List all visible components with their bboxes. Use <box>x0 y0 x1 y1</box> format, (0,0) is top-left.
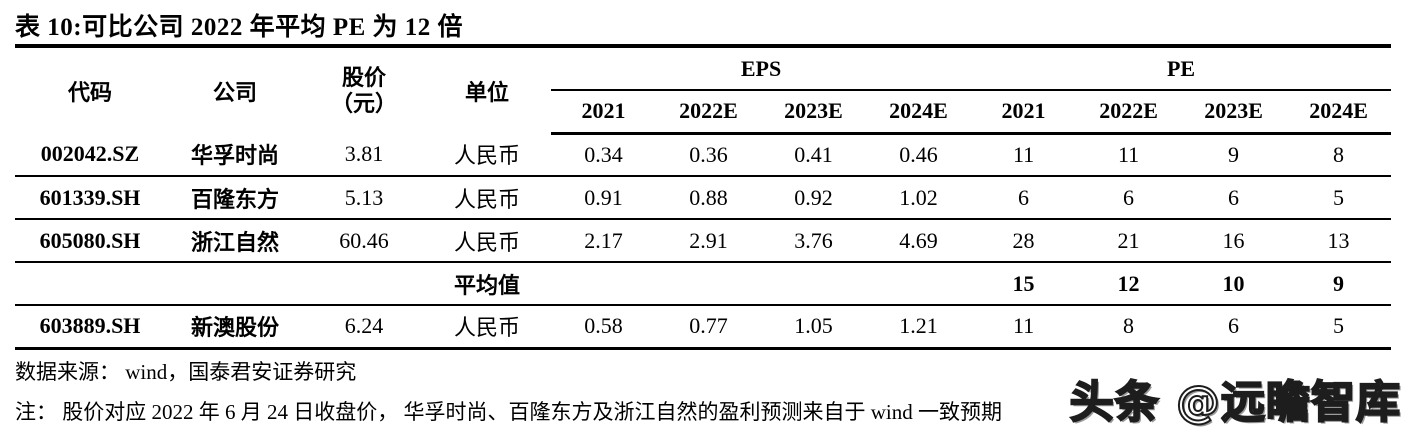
cell-unit: 人民币 <box>423 133 551 177</box>
cell-company: 浙江自然 <box>165 219 305 263</box>
table-row-bailong: 601339.SH 百隆东方 5.13 人民币 0.91 0.88 0.92 1… <box>15 176 1392 220</box>
header-eps-year-2023e: 2023E <box>761 90 866 135</box>
cell-price: 60.46 <box>305 219 423 263</box>
cell-eps-2021: 0.58 <box>551 305 656 350</box>
cell-eps-2022e: 0.36 <box>656 133 761 177</box>
comparable-companies-table: 代码 公司 股价 （元） 单位 EPS PE 2021 2022E 2023E … <box>15 44 1392 350</box>
cell-pe-2024e: 13 <box>1286 219 1392 263</box>
cell-unit: 人民币 <box>423 176 551 220</box>
cell-eps-2023e: 0.41 <box>761 133 866 177</box>
cell-pe-2021: 11 <box>971 305 1077 350</box>
cell-price: 5.13 <box>305 176 423 220</box>
header-pe-year-2023e: 2023E <box>1181 90 1287 135</box>
data-source-text: 数据来源： wind，国泰君安证券研究 <box>15 360 357 384</box>
cell-eps-2024e: 1.21 <box>866 305 972 350</box>
cell-price: 3.81 <box>305 133 423 177</box>
cell-unit: 人民币 <box>423 305 551 350</box>
average-pe-2021: 15 <box>971 262 1077 306</box>
cell-pe-2022e: 11 <box>1076 133 1182 177</box>
cell-code: 601339.SH <box>15 176 165 220</box>
cell-pe-2021: 6 <box>971 176 1077 220</box>
watermark: 头条 @远瞻智库 <box>1069 376 1401 427</box>
header-company: 公司 <box>212 79 257 105</box>
cell-company: 百隆东方 <box>165 176 305 220</box>
cell-eps-2021: 2.17 <box>551 219 656 263</box>
header-pe-year-2021: 2021 <box>971 90 1077 135</box>
table-row-xinao: 603889.SH 新澳股份 6.24 人民币 0.58 0.77 1.05 1… <box>15 305 1392 350</box>
cell-pe-2024e: 5 <box>1286 176 1392 220</box>
cell-pe-2022e: 8 <box>1076 305 1182 350</box>
cell-empty <box>165 262 305 306</box>
header-eps-group: EPS <box>551 46 972 91</box>
cell-pe-2021: 11 <box>971 133 1077 177</box>
cell-pe-2021: 28 <box>971 219 1077 263</box>
header-pe-year-2024e: 2024E <box>1286 90 1392 135</box>
note-text: 注： 股价对应 2022 年 6 月 24 日收盘价， 华孚时尚、百隆东方及浙江… <box>15 400 1002 424</box>
table-title: 表 10:可比公司 2022 年平均 PE 为 12 倍 <box>15 14 464 41</box>
cell-empty <box>15 262 165 306</box>
average-pe-2024e: 9 <box>1286 262 1392 306</box>
cell-eps-2021: 0.34 <box>551 133 656 177</box>
header-price: 股价 （元） <box>305 46 423 133</box>
cell-pe-2024e: 5 <box>1286 305 1392 350</box>
average-pe-2022e: 12 <box>1076 262 1182 306</box>
cell-eps-2022e: 0.77 <box>656 305 761 350</box>
header-unit: 单位 <box>464 79 509 105</box>
table-row-zhejiang: 605080.SH 浙江自然 60.46 人民币 2.17 2.91 3.76 … <box>15 219 1392 263</box>
cell-eps-2022e: 0.88 <box>656 176 761 220</box>
cell-price: 6.24 <box>305 305 423 350</box>
cell-code: 002042.SZ <box>15 133 165 177</box>
average-pe-2023e: 10 <box>1181 262 1287 306</box>
header-pe-group: PE <box>971 46 1392 91</box>
cell-empty <box>656 262 761 306</box>
cell-eps-2024e: 1.02 <box>866 176 972 220</box>
header-price-line1: 股价 <box>341 65 386 91</box>
table-row-average: 平均值 15 12 10 9 <box>15 262 1392 306</box>
cell-pe-2023e: 9 <box>1181 133 1287 177</box>
average-label: 平均值 <box>423 262 551 306</box>
cell-unit: 人民币 <box>423 219 551 263</box>
cell-eps-2023e: 0.92 <box>761 176 866 220</box>
cell-pe-2022e: 6 <box>1076 176 1182 220</box>
header-pe-year-2022e: 2022E <box>1076 90 1182 135</box>
header-eps-year-2022e: 2022E <box>656 90 761 135</box>
cell-empty <box>551 262 656 306</box>
cell-pe-2024e: 8 <box>1286 133 1392 177</box>
header-eps-year-2021: 2021 <box>551 90 656 135</box>
cell-eps-2024e: 4.69 <box>866 219 972 263</box>
cell-eps-2024e: 0.46 <box>866 133 972 177</box>
cell-eps-2021: 0.91 <box>551 176 656 220</box>
cell-empty <box>305 262 423 306</box>
cell-eps-2023e: 3.76 <box>761 219 866 263</box>
cell-code: 605080.SH <box>15 219 165 263</box>
cell-pe-2023e: 6 <box>1181 305 1287 350</box>
cell-empty <box>761 262 866 306</box>
cell-pe-2022e: 21 <box>1076 219 1182 263</box>
cell-company: 新澳股份 <box>165 305 305 350</box>
table-row-huafu: 002042.SZ 华孚时尚 3.81 人民币 0.34 0.36 0.41 0… <box>15 133 1392 177</box>
header-price-line2: （元） <box>330 90 397 116</box>
cell-pe-2023e: 16 <box>1181 219 1287 263</box>
cell-eps-2022e: 2.91 <box>656 219 761 263</box>
cell-code: 603889.SH <box>15 305 165 350</box>
cell-eps-2023e: 1.05 <box>761 305 866 350</box>
cell-empty <box>866 262 972 306</box>
header-code: 代码 <box>67 79 112 105</box>
header-eps-year-2024e: 2024E <box>866 90 972 135</box>
cell-company: 华孚时尚 <box>165 133 305 177</box>
cell-pe-2023e: 6 <box>1181 176 1287 220</box>
